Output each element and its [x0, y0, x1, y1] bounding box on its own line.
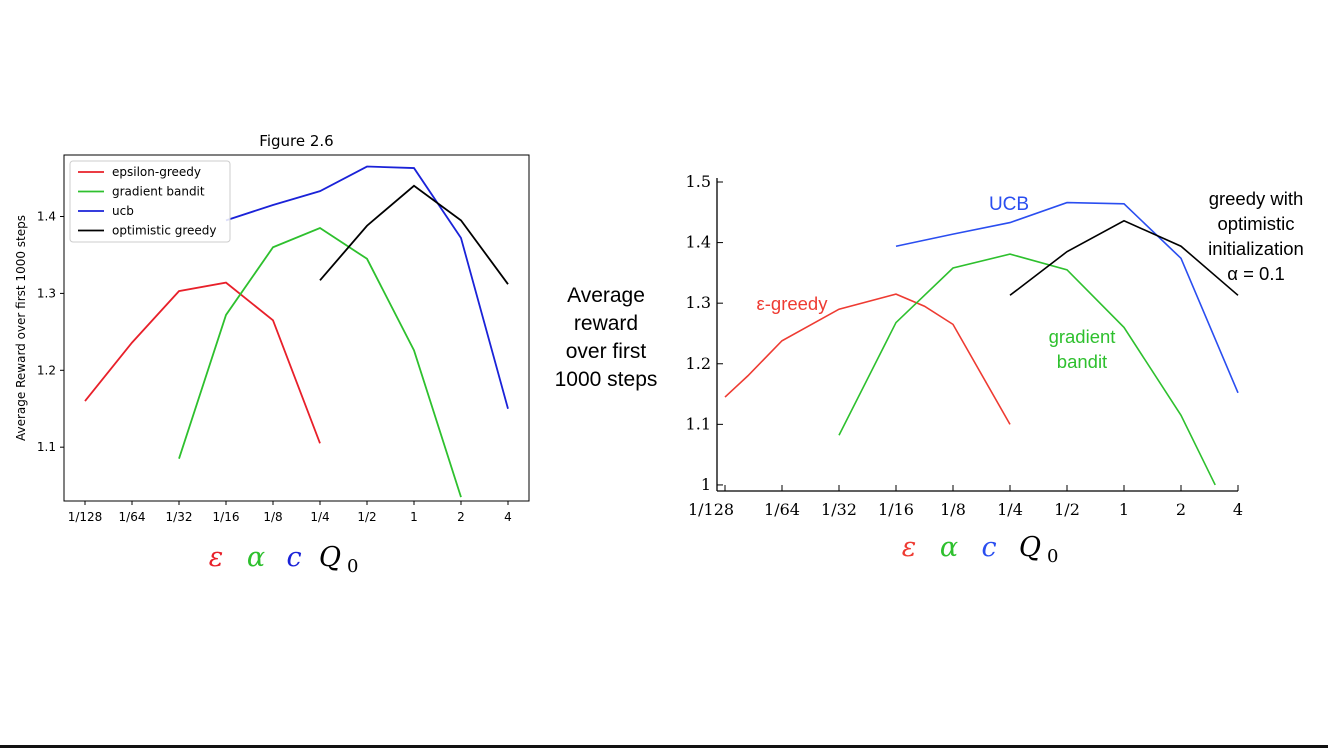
- bottom-divider: [0, 745, 1328, 748]
- legend-entry: optimistic greedy: [112, 224, 217, 238]
- x-tick-label: 1/128: [68, 510, 103, 524]
- legend-entry: ucb: [112, 204, 134, 218]
- y-tick-label: 1: [701, 475, 711, 494]
- x-tick-label: 1/16: [213, 510, 240, 524]
- y-tick-label: 1.4: [37, 210, 56, 224]
- axis-symbol-subscript: 0: [347, 556, 358, 577]
- series-line-gradient-bandit: [178, 227, 462, 498]
- x-tick-label: 1/8: [940, 500, 966, 519]
- axis-symbol: α: [247, 542, 265, 573]
- y-tick-label: 1.2: [686, 354, 711, 373]
- legend-box: [69, 160, 231, 243]
- x-tick-label: 1/2: [357, 510, 376, 524]
- annotation-line: UCB: [989, 194, 1029, 215]
- axis-symbol: ε: [209, 542, 224, 573]
- y-tick-label: 1.3: [686, 293, 711, 312]
- x-tick-label: 1/32: [166, 510, 193, 524]
- axis-symbol: Q: [1019, 532, 1041, 563]
- annotation-line: initialization: [1208, 238, 1304, 259]
- center-label-line: reward: [573, 312, 639, 335]
- annotation-line: gradient: [1049, 326, 1116, 347]
- axis-symbol: c: [981, 532, 996, 563]
- annotation-line: bandit: [1057, 351, 1107, 372]
- series-line-ucb: [225, 165, 509, 409]
- annotation: greedy with optimistic initialization α = 0…: [1208, 188, 1304, 284]
- x-tick-label: 4: [1233, 500, 1243, 519]
- x-tick-label: 1/16: [878, 500, 914, 519]
- axis-symbol: ε: [902, 532, 917, 563]
- x-tick-label: 1/64: [119, 510, 146, 524]
- chart-right: 1 1.1 1.2 1.3 1.4 1.5 1/128 1/64 1/32 1/16 1/8 1/4 1…: [686, 172, 1304, 567]
- x-tick-label: 1/4: [310, 510, 329, 524]
- y-tick-label: 1.3: [37, 286, 56, 300]
- shared-y-axis-label: Average reward over first 1000 steps: [536, 282, 676, 394]
- y-tick-label: 1.2: [37, 363, 56, 377]
- y-axis-label: Average Reward over first 1000 steps: [14, 215, 28, 441]
- x-tick-label: 1/64: [764, 500, 800, 519]
- plot-frame: [63, 154, 530, 502]
- series-line-0: [724, 293, 1011, 425]
- x-tick-label: 1: [1119, 500, 1129, 519]
- annotation: gradient bandit: [1049, 326, 1116, 372]
- legend: epsilon-greedy gradient bandit ucb optimist…: [69, 160, 231, 243]
- legend-entry: epsilon-greedy: [112, 165, 201, 179]
- annotation: UCB: [989, 194, 1029, 215]
- annotation: ε-greedy: [757, 293, 829, 314]
- axis-symbol: c: [286, 542, 301, 573]
- series-line-2: [895, 201, 1239, 394]
- series-line-1: [838, 253, 1216, 486]
- x-tick-label: 4: [504, 510, 512, 524]
- y-tick-label: 1.1: [686, 414, 711, 433]
- x-tick-label: 2: [1176, 500, 1186, 519]
- x-tick-label: 1/4: [997, 500, 1023, 519]
- x-tick-label: 2: [457, 510, 465, 524]
- chart-left: Figure 2.6 1.1 1.2 1.3 1.4 1/128 1/64 1/32 1/16 1…: [14, 132, 530, 577]
- x-tick-label: 1/2: [1054, 500, 1080, 519]
- center-label-line: 1000 steps: [554, 368, 658, 391]
- axis-symbol-subscript: 0: [1047, 546, 1058, 567]
- annotation-line: α = 0.1: [1227, 263, 1285, 284]
- axis-symbol: α: [940, 532, 958, 563]
- center-label-line: Average: [567, 284, 645, 307]
- x-tick-label: 1/8: [263, 510, 282, 524]
- series-line-epsilon-greedy: [84, 281, 321, 444]
- annotation-line: ε-greedy: [757, 293, 829, 314]
- annotation-line: greedy with: [1209, 188, 1304, 209]
- legend-entry: gradient bandit: [112, 185, 205, 199]
- y-tick-label: 1.4: [686, 233, 711, 252]
- x-tick-label: 1: [410, 510, 418, 524]
- series-line-optimistic-greedy: [319, 184, 509, 285]
- axis-symbol: Q: [319, 542, 341, 573]
- series-line-3: [1009, 219, 1239, 296]
- y-tick-label: 1.1: [37, 440, 56, 454]
- y-tick-label: 1.5: [686, 172, 711, 191]
- chart-title: Figure 2.6: [259, 132, 333, 150]
- center-label-line: over first: [565, 340, 647, 363]
- x-tick-label: 1/128: [688, 500, 734, 519]
- x-tick-label: 1/32: [821, 500, 857, 519]
- annotation-line: optimistic: [1217, 213, 1294, 234]
